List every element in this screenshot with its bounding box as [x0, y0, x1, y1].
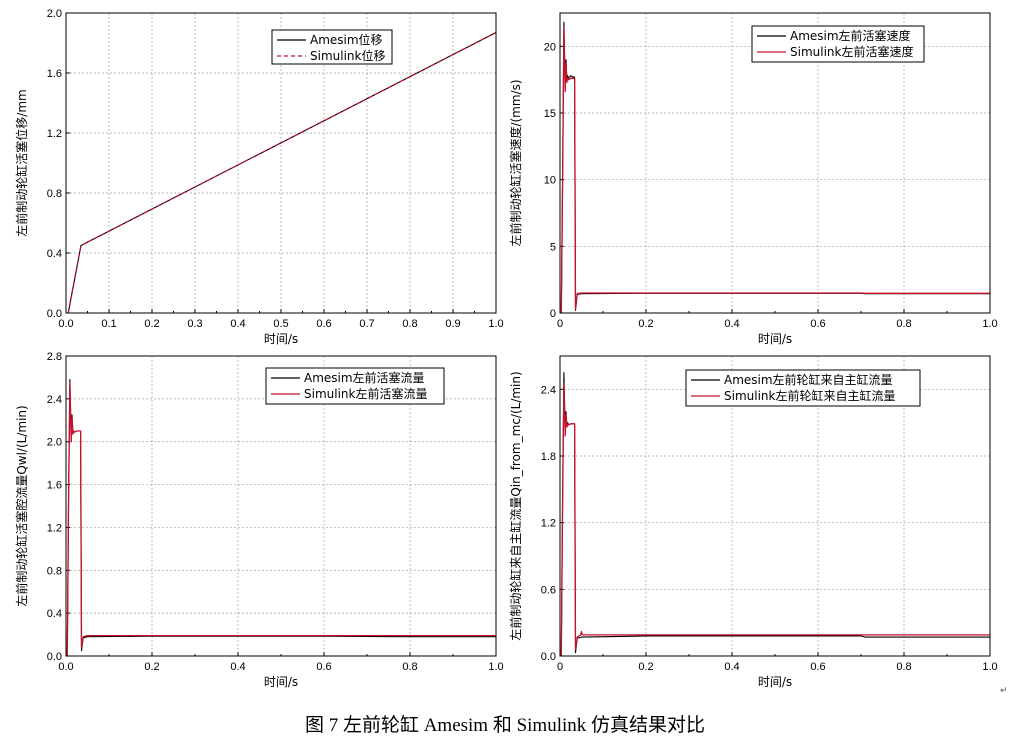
x-tick-label: 0.6	[316, 661, 331, 673]
plot-frame	[559, 12, 991, 314]
series-line-simulink	[66, 382, 496, 657]
y-axis-label: 左前制动轮缸活塞位移/mm	[14, 89, 29, 236]
x-tick-label: 0.2	[144, 661, 159, 673]
series-line-simulink	[560, 27, 990, 314]
y-axis-label: 左前制动轮缸活塞腔流量Qwl/(L/min)	[14, 405, 29, 606]
y-tick-label: 0.0	[541, 651, 556, 663]
y-tick-label: 2.4	[541, 384, 556, 396]
x-tick-label: 0	[557, 661, 563, 673]
y-axis-label: 左前制动轮缸活塞速度/(mm/s)	[508, 79, 523, 246]
x-tick-label: 0.5	[273, 318, 288, 330]
x-tick-label: 0.4	[230, 661, 245, 673]
y-tick-label: 0.4	[47, 608, 62, 620]
x-axis-label: 时间/s	[758, 332, 792, 346]
y-tick-label: 2.8	[47, 351, 62, 363]
series-line-amesim	[66, 379, 496, 657]
series-line-simulink	[560, 383, 990, 657]
legend-label: Simulink左前活塞流量	[304, 386, 427, 401]
plot-frame	[65, 12, 497, 314]
y-tick-label: 0.0	[47, 651, 62, 663]
chart-panel-1: 0.0 0.1 0.2 0.3 0.4 0.5 0.6 0.7 0.8 0.9 1.0 0.0 0.4 0…	[14, 8, 504, 346]
x-tick-label: 0.4	[230, 318, 245, 330]
legend-label: Simulink位移	[310, 48, 385, 63]
series-line-amesim	[67, 32, 497, 314]
y-tick-label: 10	[544, 175, 556, 187]
y-tick-label: 15	[544, 108, 556, 120]
y-tick-label: 1.2	[47, 128, 62, 140]
x-tick-label: 0.2	[144, 318, 159, 330]
x-tick-label: 0.6	[810, 661, 825, 673]
x-tick-label: 0.6	[316, 318, 331, 330]
chart-panel-3: 0.0 0.2 0.4 0.6 0.8 1.0 0.0 0.4 0.8 1.2 1.6 2.0 2.4 2…	[14, 351, 504, 689]
y-tick-label: 5	[550, 241, 556, 253]
x-tick-label: 0	[557, 318, 563, 330]
figure-caption: 图 7 左前轮缸 Amesim 和 Simulink 仿真结果对比	[304, 715, 706, 736]
x-tick-label: 0.8	[402, 661, 417, 673]
y-tick-label: 20	[544, 41, 556, 53]
x-tick-label: 0.6	[810, 318, 825, 330]
x-tick-label: 0.4	[724, 661, 739, 673]
series-line-simulink	[67, 31, 497, 314]
legend-label: Amesim左前轮缸来自主缸流量	[724, 372, 893, 387]
y-tick-label: 1.6	[47, 68, 62, 80]
y-tick-label: 0	[550, 308, 556, 320]
legend-box	[271, 29, 393, 65]
x-tick-label: 0.2	[638, 318, 653, 330]
x-axis-label: 时间/s	[758, 675, 792, 689]
y-tick-label: 1.6	[47, 480, 62, 492]
legend-label: Amesim左前活塞速度	[790, 28, 911, 43]
series-line-amesim	[560, 372, 990, 657]
x-axis-label: 时间/s	[264, 675, 298, 689]
legend-box	[265, 367, 445, 405]
x-tick-label: 1.0	[982, 318, 997, 330]
y-tick-label: 1.8	[541, 451, 556, 463]
x-tick-label: 0.4	[724, 318, 739, 330]
y-tick-label: 2.4	[47, 394, 62, 406]
y-tick-label: 0.8	[47, 565, 62, 577]
x-tick-label: 0.0	[58, 661, 73, 673]
x-tick-label: 0.9	[445, 318, 460, 330]
legend-box	[751, 25, 925, 63]
x-tick-label: 0.3	[187, 318, 202, 330]
y-tick-label: 1.2	[541, 518, 556, 530]
y-tick-label: 0.8	[47, 188, 62, 200]
x-tick-label: 0.8	[402, 318, 417, 330]
y-tick-label: 2.0	[47, 8, 62, 20]
legend-label: Amesim位移	[310, 32, 383, 47]
x-tick-label: 0.0	[58, 318, 73, 330]
x-axis-label: 时间/s	[264, 332, 298, 346]
x-tick-label: 1.0	[982, 661, 997, 673]
x-tick-label: 0.8	[896, 661, 911, 673]
chart-panel-2: 0 0.2 0.4 0.6 0.8 1.0 0 5 10 15 20 时间/s 左前制动轮缸活塞速度/(…	[508, 12, 998, 346]
x-tick-label: 1.0	[488, 318, 503, 330]
series-line-amesim	[560, 21, 990, 314]
x-tick-label: 0.2	[638, 661, 653, 673]
legend-label: Simulink左前活塞速度	[790, 44, 913, 59]
legend-label: Amesim左前活塞流量	[304, 370, 425, 385]
x-tick-label: 0.1	[101, 318, 116, 330]
y-tick-label: 1.2	[47, 522, 62, 534]
plot-frame	[65, 355, 497, 657]
x-tick-label: 0.8	[896, 318, 911, 330]
x-tick-label: 0.7	[359, 318, 374, 330]
plot-frame	[559, 355, 991, 657]
paragraph-mark: ↵	[1000, 686, 1008, 696]
y-axis-label: 左前制动轮缸来自主缸流量Qin_from_mc/(L/min)	[508, 371, 523, 640]
x-tick-label: 1.0	[488, 661, 503, 673]
y-tick-label: 0.0	[47, 308, 62, 320]
legend-box	[685, 369, 921, 407]
legend-label: Simulink左前轮缸来自主缸流量	[724, 388, 895, 403]
y-tick-label: 0.4	[47, 248, 62, 260]
y-tick-label: 0.6	[541, 584, 556, 596]
chart-panel-4: 0 0.2 0.4 0.6 0.8 1.0 0.0 0.6 1.2 1.8 2.4 时间/s 左前制动轮…	[508, 355, 998, 689]
y-tick-label: 2.0	[47, 437, 62, 449]
